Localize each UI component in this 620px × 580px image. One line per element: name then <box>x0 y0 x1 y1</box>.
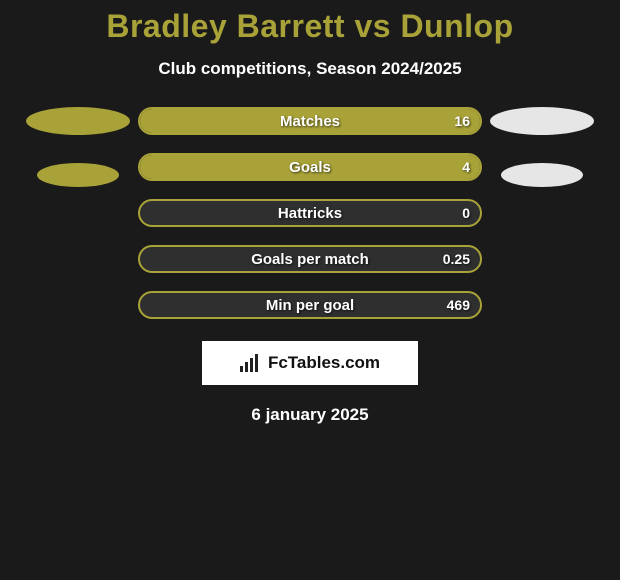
stat-label: Min per goal <box>140 293 480 317</box>
stat-label: Matches <box>140 109 480 133</box>
stat-label: Goals per match <box>140 247 480 271</box>
source-logo: FcTables.com <box>202 341 418 385</box>
logo-text: FcTables.com <box>268 353 380 373</box>
page-subtitle: Club competitions, Season 2024/2025 <box>158 59 461 79</box>
bar-chart-icon <box>240 354 262 372</box>
player-placeholder-oval <box>501 163 583 187</box>
stat-row: Matches16 <box>138 107 482 135</box>
stat-value-right: 0.25 <box>443 247 470 271</box>
player-placeholder-oval <box>26 107 130 135</box>
stat-row: Hattricks0 <box>138 199 482 227</box>
stat-value-right: 4 <box>462 155 470 179</box>
stat-label: Hattricks <box>140 201 480 225</box>
page-title: Bradley Barrett vs Dunlop <box>106 8 513 45</box>
stat-row: Goals per match0.25 <box>138 245 482 273</box>
stat-label: Goals <box>140 155 480 179</box>
stat-value-right: 16 <box>454 109 470 133</box>
player-placeholder-oval <box>490 107 594 135</box>
stat-bars-column: Matches16 Goals4 Hattricks0 Goals per match… <box>138 107 482 319</box>
stat-value-right: 0 <box>462 201 470 225</box>
stats-zone: Matches16 Goals4 Hattricks0 Goals per match… <box>0 107 620 319</box>
stat-value-right: 469 <box>447 293 470 317</box>
stat-row: Min per goal469 <box>138 291 482 319</box>
stat-row: Goals4 <box>138 153 482 181</box>
comparison-infographic: Bradley Barrett vs Dunlop Club competiti… <box>0 0 620 425</box>
generation-date: 6 january 2025 <box>251 405 368 425</box>
player-placeholder-oval <box>37 163 119 187</box>
left-player-avatar-col <box>18 107 138 187</box>
right-player-avatar-col <box>482 107 602 187</box>
